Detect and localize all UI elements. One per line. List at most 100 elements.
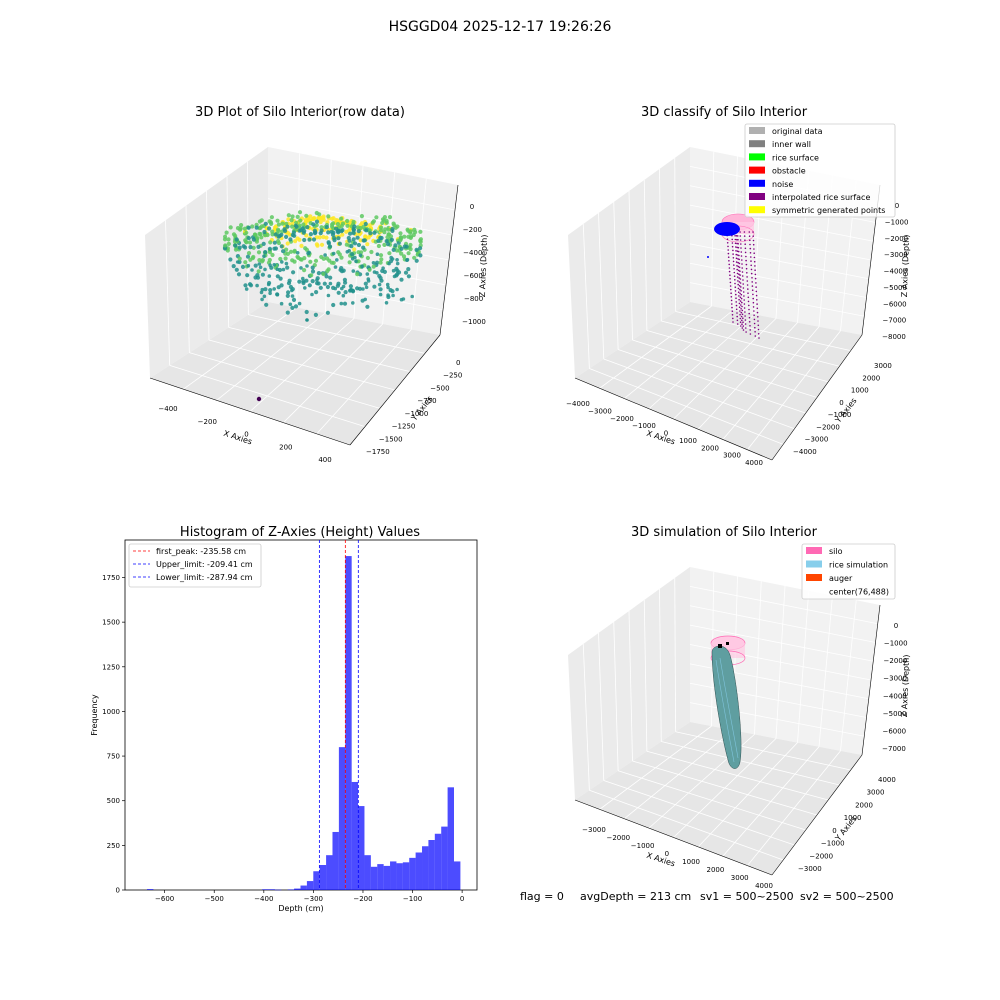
raw-point <box>348 231 353 236</box>
raw-point <box>246 236 251 241</box>
interpolated-point <box>741 267 743 269</box>
raw-z-tick: 0 <box>470 203 474 211</box>
interpolated-point <box>743 295 745 297</box>
raw-point <box>345 218 350 224</box>
raw-point <box>292 248 297 253</box>
interpolated-point <box>728 260 730 262</box>
raw-x-ticks: −400 −200 0 200 400 <box>158 405 331 464</box>
raw-point <box>347 260 352 265</box>
classify-y-tick: −4000 <box>793 448 817 456</box>
classify-z-tick: −3000 <box>884 251 908 259</box>
axes3d-raw <box>145 147 459 446</box>
interpolated-point <box>757 316 759 318</box>
raw-point <box>314 219 320 224</box>
raw-point <box>253 263 258 268</box>
interpolated-point <box>737 261 739 264</box>
interpolated-point <box>746 276 748 278</box>
raw-point <box>307 250 311 255</box>
raw-point <box>291 230 296 235</box>
histogram-bar <box>390 861 397 890</box>
raw-point <box>275 292 280 297</box>
raw-point <box>290 224 295 229</box>
raw-point <box>243 260 248 265</box>
raw-point <box>268 288 273 293</box>
interpolated-point <box>741 323 743 326</box>
raw-point <box>260 258 265 263</box>
raw-point <box>305 225 310 230</box>
raw-point <box>321 217 326 222</box>
raw-x-tick: 0 <box>244 431 248 439</box>
raw-point <box>386 242 391 247</box>
interpolated-point <box>756 307 759 310</box>
interpolated-point <box>738 295 740 297</box>
raw-point <box>233 243 238 248</box>
raw-point <box>302 237 307 243</box>
simulation-z-label: Z Axies (Depth) <box>900 654 911 717</box>
raw-point <box>305 264 309 268</box>
raw-point <box>312 216 317 221</box>
interpolated-point <box>734 282 736 285</box>
raw-point <box>354 259 358 264</box>
raw-point <box>418 229 423 234</box>
x-tick-label: −500 <box>205 895 224 903</box>
raw-point <box>395 261 400 266</box>
interpolated-point <box>756 311 759 314</box>
interpolated-point <box>734 279 736 281</box>
interpolated-point <box>749 325 751 327</box>
raw-point <box>368 231 373 236</box>
interpolated-point <box>736 254 739 256</box>
interpolated-point <box>739 282 742 284</box>
simulation-x-tick: 2000 <box>706 866 724 874</box>
interpolated-point <box>753 318 756 321</box>
raw-point <box>275 267 280 272</box>
raw-point <box>233 247 239 252</box>
raw-point <box>308 214 313 219</box>
interpolated-point <box>740 290 742 292</box>
raw-z-tick: −400 <box>463 249 482 257</box>
interpolated-point <box>734 286 737 289</box>
histogram-bar <box>313 871 320 890</box>
interpolated-point <box>754 335 757 337</box>
raw-point <box>228 225 233 230</box>
interpolated-point <box>732 321 734 323</box>
histogram-bar <box>364 855 371 890</box>
raw-point <box>317 235 322 240</box>
raw-point <box>255 275 261 280</box>
legend-label: noise <box>772 180 793 189</box>
raw-point <box>321 271 326 277</box>
legend-swatch <box>749 166 765 174</box>
interpolated-point <box>736 272 739 275</box>
raw-point <box>275 274 280 279</box>
raw-point <box>414 247 419 252</box>
raw-point <box>304 213 309 218</box>
raw-point <box>376 238 381 243</box>
raw-point <box>351 227 356 232</box>
raw-point <box>298 218 303 223</box>
raw-point <box>406 274 411 279</box>
interpolated-point <box>746 284 749 286</box>
interpolated-point <box>740 243 742 245</box>
interpolated-point <box>738 306 741 309</box>
panel-raw-data: 3D Plot of Silo Interior(row data) −400−… <box>145 105 489 464</box>
interpolated-point <box>753 248 755 250</box>
raw-point <box>228 257 233 262</box>
interpolated-point <box>739 235 742 237</box>
histogram-y-label: Frequency <box>90 694 99 736</box>
histogram-bar <box>351 781 359 890</box>
raw-point <box>267 246 272 251</box>
interpolated-point <box>735 308 738 311</box>
interpolated-point <box>727 249 729 251</box>
interpolated-point <box>754 265 756 267</box>
interpolated-point <box>738 262 741 265</box>
interpolated-point <box>740 286 742 288</box>
interpolated-point <box>749 247 752 250</box>
raw-y-tick: −750 <box>417 397 436 405</box>
raw-point <box>288 237 293 242</box>
raw-point <box>226 241 231 246</box>
raw-point <box>387 261 391 266</box>
raw-point <box>234 267 239 272</box>
interpolated-point <box>731 314 734 316</box>
raw-point <box>259 218 264 223</box>
raw-point <box>361 224 366 229</box>
interpolated-point <box>737 291 740 294</box>
